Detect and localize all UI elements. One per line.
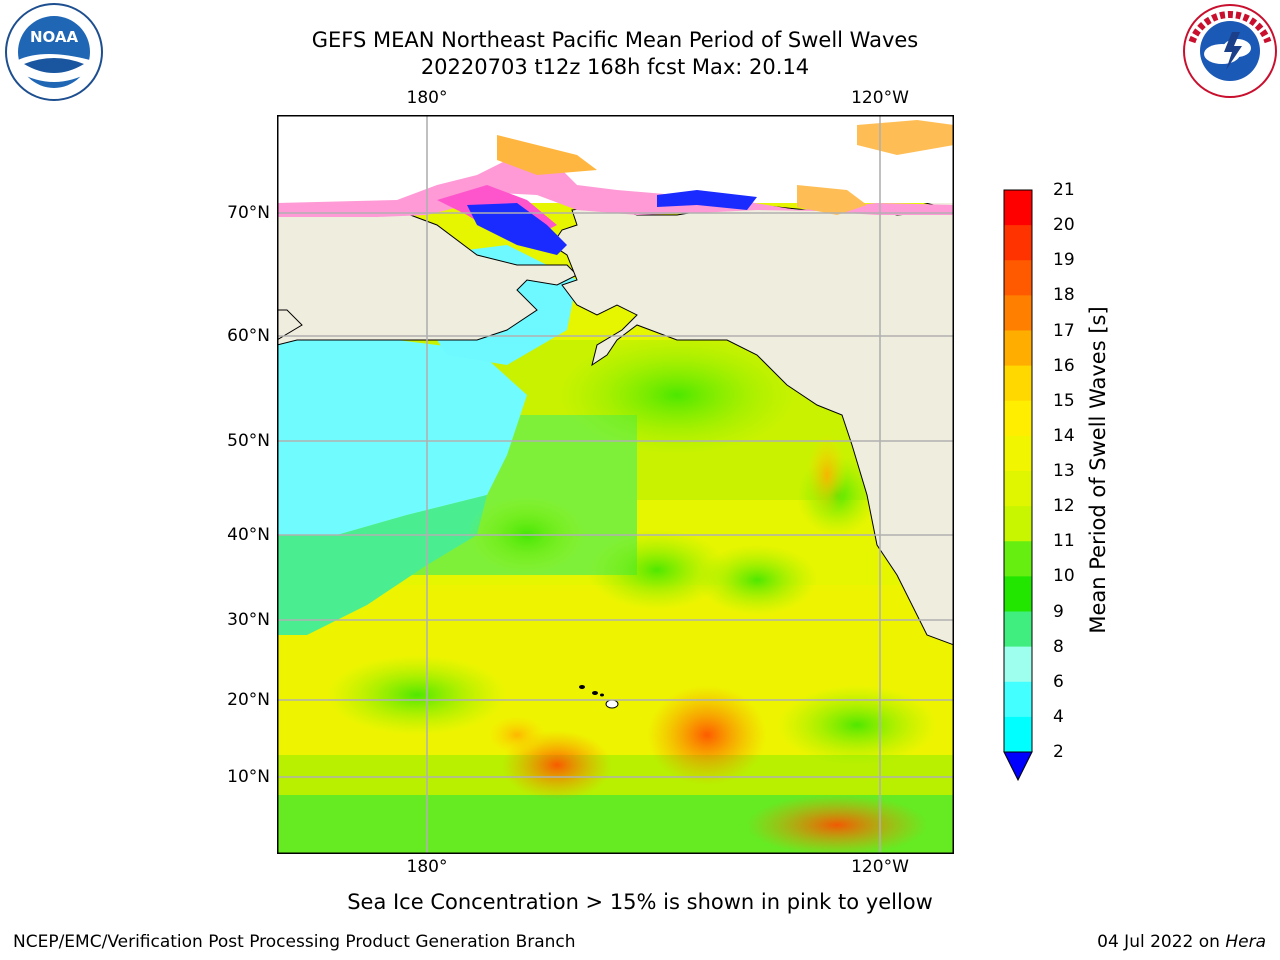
colorbar-tick-label: 9	[1053, 601, 1064, 622]
sea-ice-note: Sea Ice Concentration > 15% is shown in …	[347, 890, 933, 914]
chart-subtitle: 20220703 t12z 168h fcst Max: 20.14	[420, 55, 810, 79]
lon-label-top-120w: 120°W	[851, 88, 909, 108]
colorbar-tick-label: 13	[1053, 461, 1075, 481]
lat-label-10n: 10°N	[227, 767, 270, 787]
swell-period-map	[277, 115, 954, 854]
map-frame	[277, 115, 954, 854]
colorbar-cell	[1004, 646, 1032, 683]
colorbar-cell	[1004, 681, 1032, 718]
lon-label-bottom-120w: 120°W	[851, 857, 909, 877]
lat-label-70n: 70°N	[227, 203, 270, 223]
noaa-logo: NOAA	[5, 3, 103, 101]
footer-date-text: 04 Jul 2022 on	[1097, 932, 1226, 952]
lat-label-50n: 50°N	[227, 431, 270, 451]
colorbar-extend-arrow	[1003, 751, 1033, 782]
lat-label-20n: 20°N	[227, 690, 270, 710]
lat-label-30n: 30°N	[227, 610, 270, 630]
footer-date: 04 Jul 2022 on Hera	[1097, 932, 1266, 952]
colorbar-tick-label: 21	[1053, 180, 1075, 200]
colorbar-cell	[1004, 190, 1032, 226]
noaa-text: NOAA	[30, 28, 79, 46]
colorbar-label: Mean Period of Swell Waves [s]	[1086, 306, 1110, 634]
colorbar-tick-label: 4	[1053, 706, 1064, 727]
lon-label-top-180: 180°	[406, 88, 448, 108]
colorbar-cell	[1004, 541, 1032, 577]
colorbar-tick-label: 2	[1053, 742, 1064, 762]
colorbar-cell	[1004, 260, 1032, 296]
colorbar	[1003, 189, 1033, 782]
colorbar-cell	[1004, 471, 1032, 507]
colorbar-tick-label: 12	[1053, 496, 1075, 517]
colorbar-tick-label: 19	[1053, 250, 1075, 271]
colorbar-tick-label: 15	[1053, 390, 1075, 411]
colorbar-tick-label: 20	[1053, 215, 1075, 236]
colorbar-tick-label: 18	[1053, 285, 1075, 306]
colorbar-tick-label: 6	[1053, 671, 1064, 692]
colorbar-cell	[1004, 400, 1032, 437]
colorbar-cell	[1004, 611, 1032, 648]
colorbar-cell	[1004, 435, 1032, 472]
nws-logo	[1183, 4, 1277, 98]
lat-label-60n: 60°N	[227, 326, 270, 346]
graticule	[277, 115, 954, 854]
colorbar-tick-label: 17	[1053, 320, 1075, 341]
colorbar-frame	[1003, 189, 1033, 753]
footer-host: Hera	[1225, 932, 1266, 952]
colorbar-cell	[1004, 225, 1032, 261]
colorbar-cell	[1004, 330, 1032, 367]
chart-title: GEFS MEAN Northeast Pacific Mean Period …	[311, 28, 919, 52]
colorbar-tick-label: 14	[1053, 425, 1075, 446]
colorbar-tick-label: 16	[1053, 355, 1075, 376]
colorbar-tick-label: 8	[1053, 636, 1064, 657]
colorbar-tick-label: 11	[1053, 531, 1075, 552]
cool-swell-region	[277, 340, 527, 540]
colorbar-cell	[1004, 365, 1032, 402]
colorbar-cell	[1004, 576, 1032, 612]
lat-label-40n: 40°N	[227, 525, 270, 545]
colorbar-cell	[1004, 295, 1032, 331]
colorbar-tick-label: 10	[1053, 566, 1075, 587]
colorbar-cell	[1004, 716, 1032, 753]
colorbar-cell	[1004, 506, 1032, 542]
lon-label-bottom-180: 180°	[406, 857, 448, 877]
footer-credit: NCEP/EMC/Verification Post Processing Pr…	[13, 932, 576, 952]
